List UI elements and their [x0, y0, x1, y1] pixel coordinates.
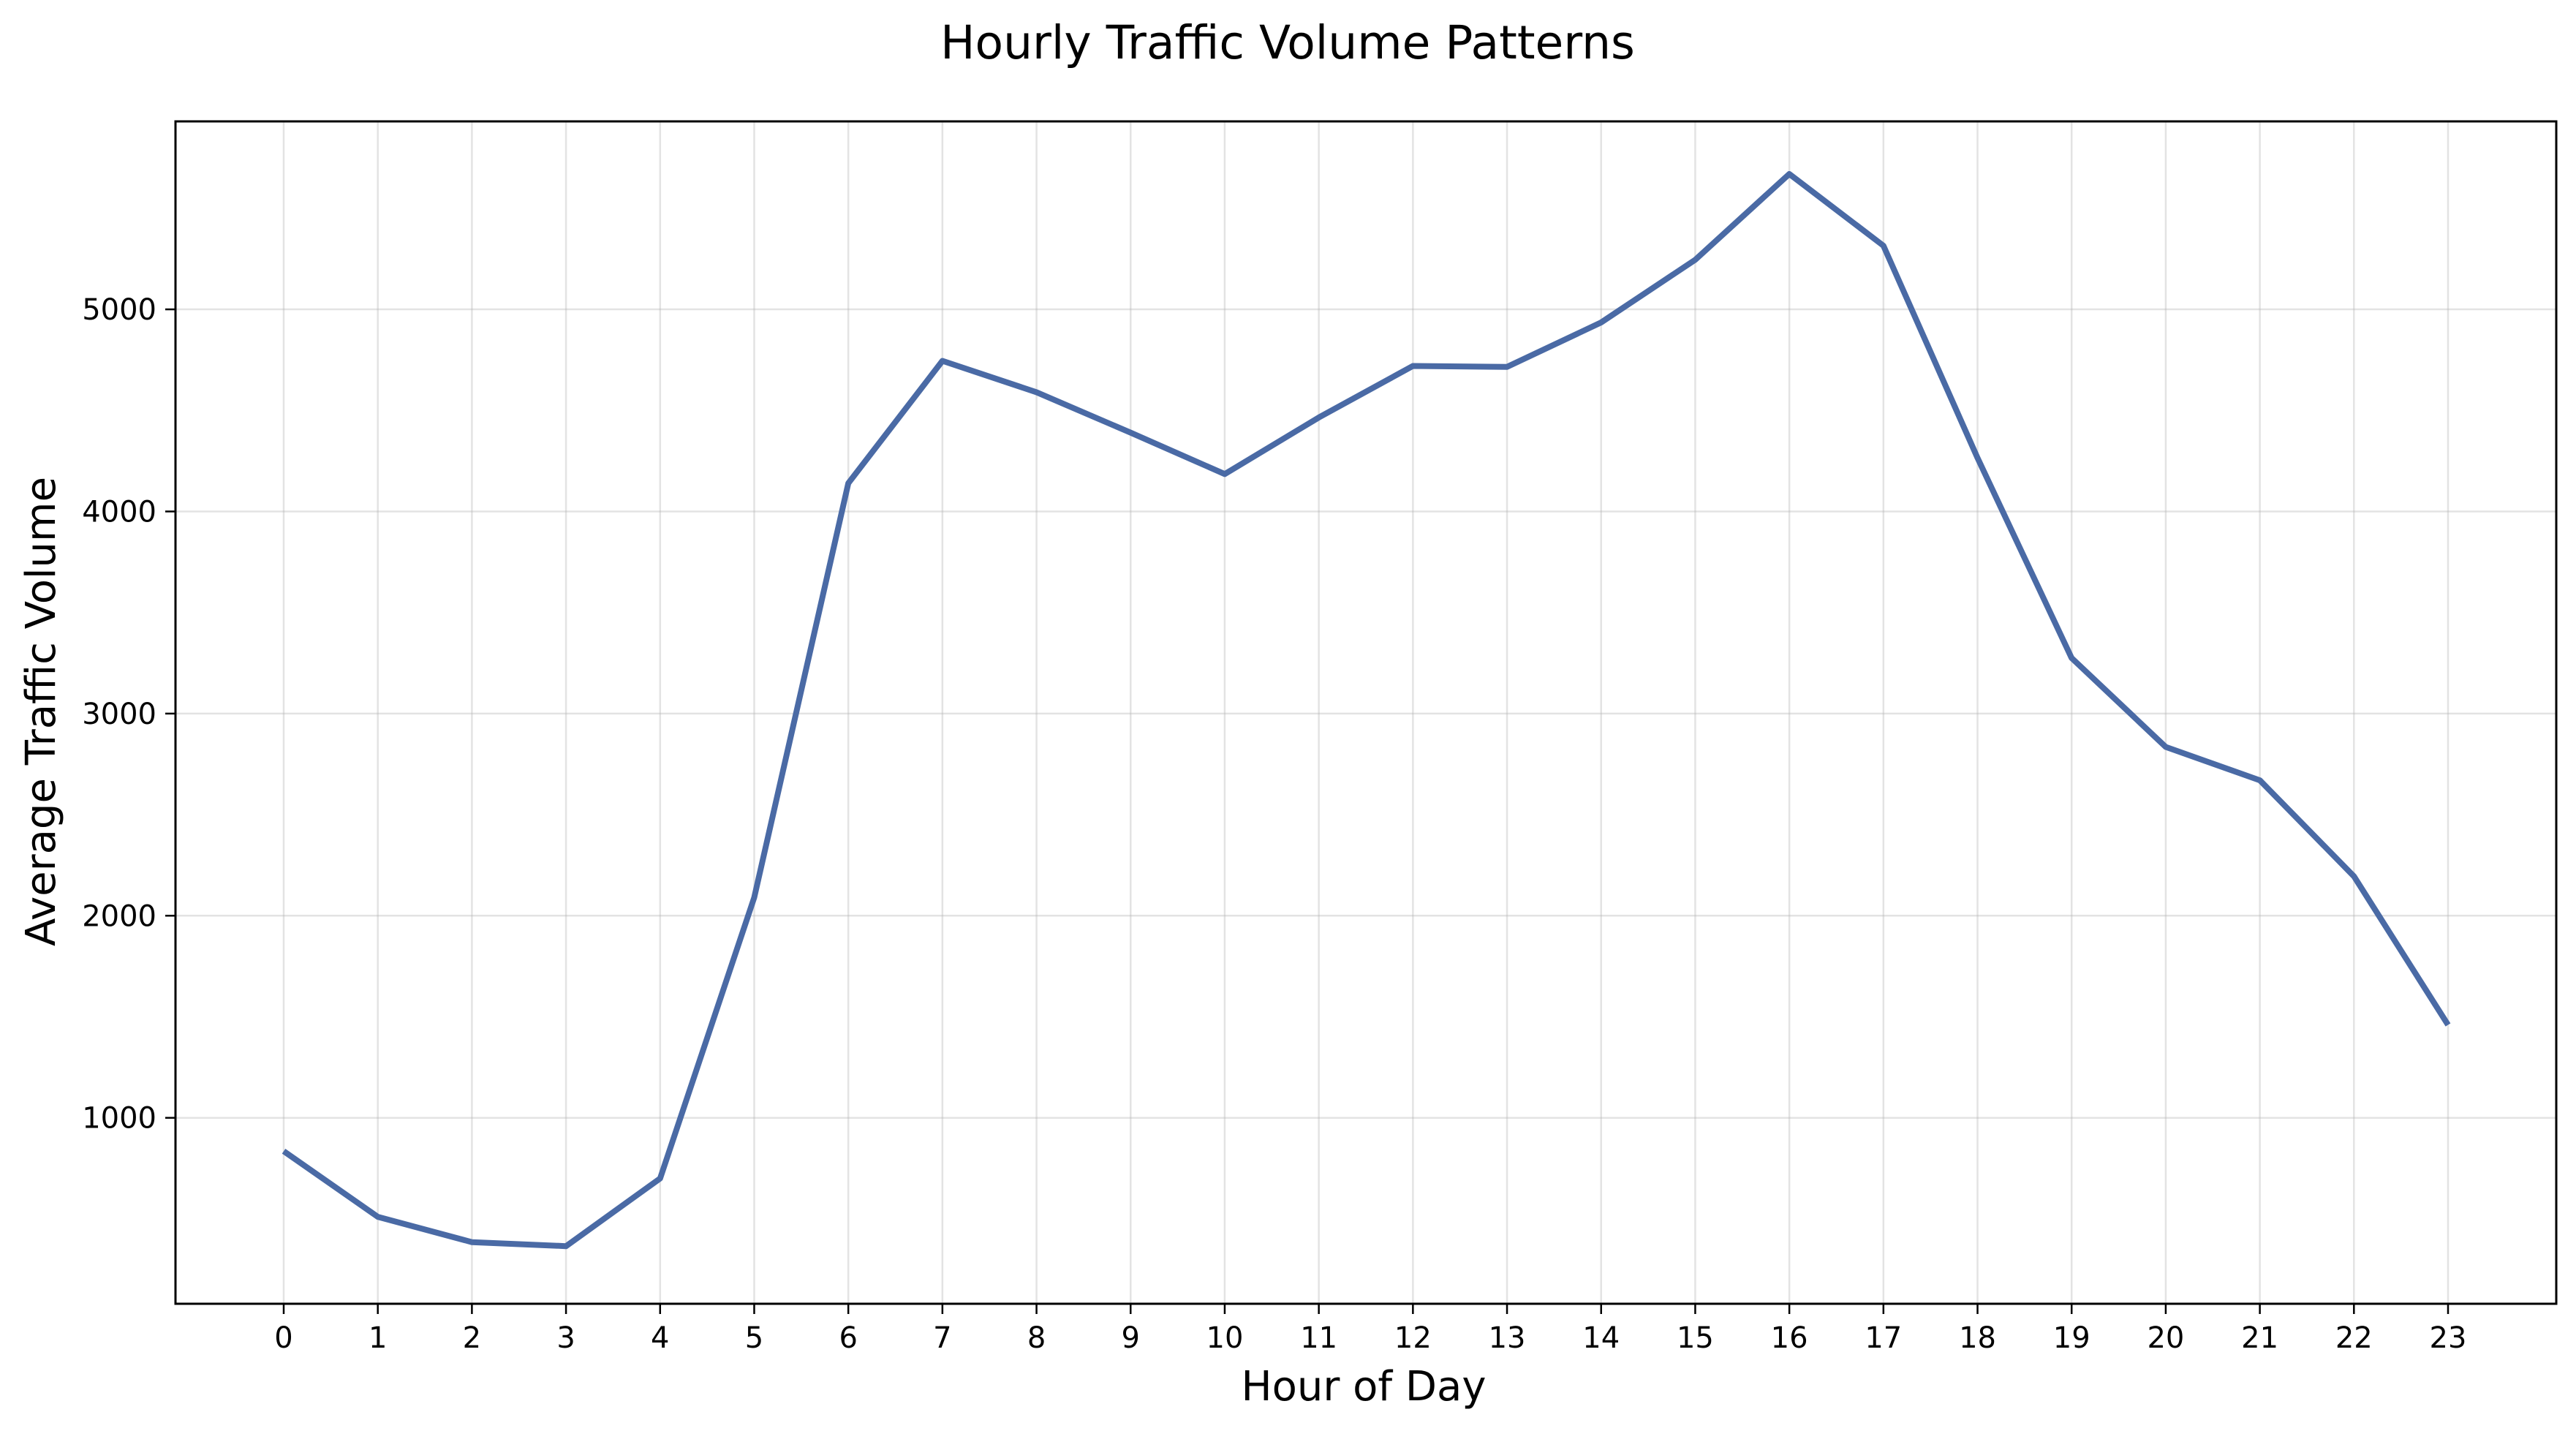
plot-area-frame — [174, 120, 2558, 1305]
x-tick-label: 10 — [1206, 1321, 1244, 1355]
y-tick-label: 5000 — [82, 293, 156, 327]
data-point — [845, 480, 851, 486]
x-tick-label: 1 — [369, 1321, 387, 1355]
x-tick-label: 20 — [2147, 1321, 2184, 1355]
x-tick-label: 4 — [651, 1321, 669, 1355]
x-tick-label: 7 — [933, 1321, 951, 1355]
series-line — [282, 170, 2451, 1250]
x-tick-label: 3 — [556, 1321, 575, 1355]
x-tick-label: 16 — [1771, 1321, 1808, 1355]
x-tick-label: 17 — [1865, 1321, 1902, 1355]
x-tick-label: 8 — [1027, 1321, 1046, 1355]
data-point — [563, 1243, 569, 1249]
data-point — [1316, 415, 1322, 420]
data-point — [940, 358, 945, 364]
data-point — [1975, 455, 1981, 461]
x-tick-label: 14 — [1582, 1321, 1620, 1355]
data-point — [281, 1148, 287, 1154]
axis-ticks: 0 1 2 3 4 5 6 7 8 9 10 11 12 13 14 15 16 17 18 19 20 21 22 2310… — [82, 293, 2466, 1355]
data-point — [1410, 363, 1416, 369]
x-tick-label: 13 — [1489, 1321, 1526, 1355]
y-axis-label: Average Traffic Volume — [18, 477, 65, 946]
x-tick-label: 15 — [1677, 1321, 1714, 1355]
data-point — [2351, 873, 2357, 879]
data-series — [281, 170, 2451, 1250]
y-tick-label: 3000 — [82, 698, 156, 731]
data-point — [1034, 389, 1040, 395]
x-tick-label: 18 — [1959, 1321, 1996, 1355]
x-tick-label: 23 — [2430, 1321, 2467, 1355]
data-point — [2163, 744, 2169, 750]
data-point — [1504, 364, 1510, 370]
data-point — [1128, 430, 1133, 436]
x-tick-label: 6 — [839, 1321, 857, 1355]
data-point — [2445, 1022, 2451, 1028]
x-tick-label: 0 — [274, 1321, 292, 1355]
y-tick-label: 2000 — [82, 899, 156, 933]
chart-title: Hourly Traffic Volume Patterns — [940, 16, 1635, 69]
x-tick-label: 12 — [1394, 1321, 1432, 1355]
x-tick-label: 5 — [745, 1321, 763, 1355]
data-point — [375, 1214, 381, 1220]
y-tick-label: 4000 — [82, 495, 156, 529]
data-point — [1881, 243, 1886, 249]
x-tick-label: 22 — [2335, 1321, 2373, 1355]
data-point — [1222, 471, 1228, 477]
x-tick-label: 19 — [2053, 1321, 2090, 1355]
x-axis-label: Hour of Day — [1241, 1363, 1486, 1411]
x-tick-label: 9 — [1122, 1321, 1140, 1355]
grid — [175, 121, 2556, 1304]
data-point — [1786, 171, 1792, 177]
data-point — [657, 1176, 663, 1182]
x-tick-label: 2 — [463, 1321, 481, 1355]
data-point — [1692, 257, 1698, 263]
x-tick-label: 11 — [1300, 1321, 1337, 1355]
data-point — [2257, 777, 2263, 783]
data-point — [2069, 655, 2074, 661]
y-tick-label: 1000 — [82, 1102, 156, 1136]
data-point — [469, 1239, 475, 1245]
data-point — [1598, 320, 1604, 325]
data-point — [752, 894, 758, 900]
x-tick-label: 21 — [2241, 1321, 2278, 1355]
